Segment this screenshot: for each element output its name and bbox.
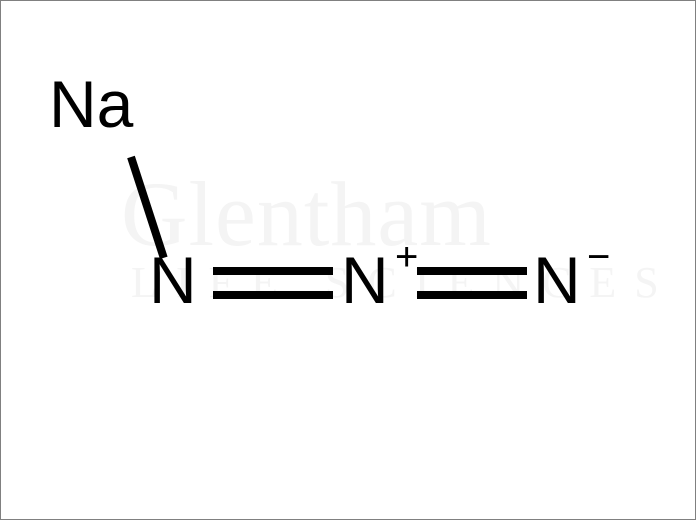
atom-n2: N [341,247,389,313]
bond-n1-n2-bottom [213,291,333,299]
bond-n2-n3-top [417,267,527,275]
atom-n1: N [149,247,197,313]
structure-canvas: Glentham LIFE SCIENCES Na N N + N − [0,0,696,520]
atom-n3-charge: − [587,237,610,277]
atom-n3: N [533,247,581,313]
atom-n2-charge: + [395,237,418,277]
bond-n1-n2-top [213,267,333,275]
atom-na: Na [49,71,133,137]
bond-n2-n3-bottom [417,291,527,299]
